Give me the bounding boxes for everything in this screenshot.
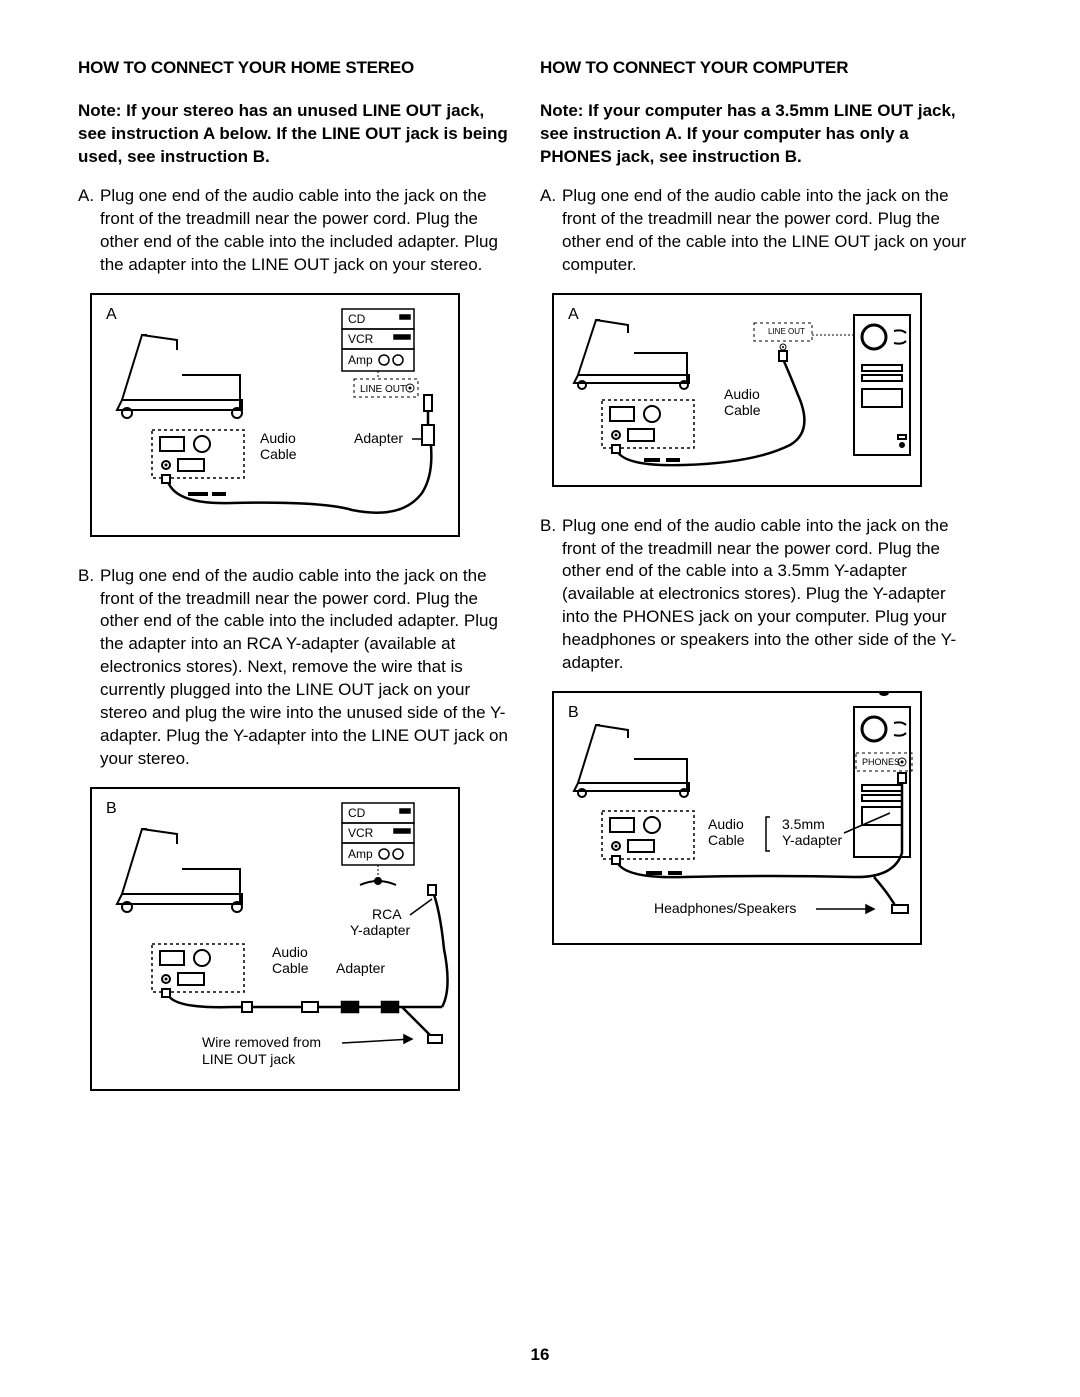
item-letter: A.	[540, 185, 562, 277]
svg-text:LINE OUT: LINE OUT	[768, 327, 805, 336]
arrow-icon	[816, 905, 874, 913]
svg-text:Amp: Amp	[348, 353, 373, 367]
left-heading: HOW TO CONNECT YOUR HOME STEREO	[78, 58, 510, 78]
svg-text:Cable: Cable	[724, 402, 761, 418]
stereo-stack-icon: CD VCR Amp	[342, 803, 414, 865]
treadmill-icon	[574, 725, 689, 797]
right-figure-a: A	[552, 293, 922, 487]
manual-page: HOW TO CONNECT YOUR HOME STEREO Note: If…	[0, 0, 1080, 1397]
right-heading: HOW TO CONNECT YOUR COMPUTER	[540, 58, 972, 78]
wire-removed-label: Wire removed from	[202, 1034, 321, 1050]
audio-cable-label: Audio	[272, 944, 308, 960]
computer-tower-icon	[854, 315, 910, 455]
item-letter: B.	[78, 565, 100, 771]
right-item-b: B. Plug one end of the audio cable into …	[540, 515, 972, 676]
adapter-label: Adapter	[336, 960, 385, 976]
left-column: HOW TO CONNECT YOUR HOME STEREO Note: If…	[78, 58, 510, 1119]
stereo-stack-icon: CD VCR Amp	[342, 309, 414, 371]
phones-box: PHONES	[856, 753, 912, 771]
right-note: Note: If your computer has a 3.5mm LINE …	[540, 100, 972, 169]
figure-label: A	[106, 306, 117, 323]
left-figure-b: B	[90, 787, 460, 1091]
left-figure-a: A	[90, 293, 460, 537]
svg-text:Cable: Cable	[708, 832, 745, 848]
left-note: Note: If your stereo has an unused LINE …	[78, 100, 510, 169]
audio-cable-label: Audio	[724, 386, 760, 402]
svg-text:VCR: VCR	[348, 826, 374, 840]
svg-text:CD: CD	[348, 312, 366, 326]
svg-text:Amp: Amp	[348, 847, 373, 861]
page-number: 16	[0, 1345, 1080, 1365]
line-out-box: LINE OUT	[754, 323, 854, 350]
svg-text:Y-adapter: Y-adapter	[350, 922, 411, 938]
item-text: Plug one end of the audio cable into the…	[100, 565, 510, 771]
adapter-label: Adapter	[354, 430, 403, 446]
svg-text:Cable: Cable	[260, 446, 297, 462]
figure-label: B	[568, 704, 579, 721]
svg-text:Cable: Cable	[272, 960, 309, 976]
right-figure-b: B	[552, 691, 922, 945]
line-out-box: LINE OUT	[354, 371, 418, 397]
left-item-b: B. Plug one end of the audio cable into …	[78, 565, 510, 771]
figure-label: B	[106, 800, 117, 817]
item-text: Plug one end of the audio cable into the…	[562, 185, 972, 277]
two-column-layout: HOW TO CONNECT YOUR HOME STEREO Note: If…	[78, 58, 1002, 1119]
headphones-label: Headphones/Speakers	[654, 900, 796, 916]
audio-cable-label: Audio	[260, 430, 296, 446]
figure-label: A	[568, 306, 579, 323]
treadmill-icon	[117, 829, 242, 912]
svg-text:LINE OUT jack: LINE OUT jack	[202, 1051, 296, 1067]
item-text: Plug one end of the audio cable into the…	[100, 185, 510, 277]
svg-text:Y-adapter: Y-adapter	[782, 832, 843, 848]
svg-text:CD: CD	[348, 806, 366, 820]
treadmill-panel-icon	[152, 430, 244, 478]
treadmill-panel-icon	[152, 944, 244, 992]
arrow-icon	[342, 1035, 412, 1043]
right-item-a: A. Plug one end of the audio cable into …	[540, 185, 972, 277]
audio-cable-label: Audio	[708, 816, 744, 832]
svg-text:VCR: VCR	[348, 332, 374, 346]
treadmill-panel-icon	[602, 811, 694, 859]
yadapter-label: 3.5mm	[782, 816, 825, 832]
item-letter: B.	[540, 515, 562, 676]
treadmill-panel-icon	[602, 400, 694, 448]
cable-icon	[162, 395, 434, 513]
treadmill-icon	[574, 320, 689, 389]
item-letter: A.	[78, 185, 100, 277]
right-column: HOW TO CONNECT YOUR COMPUTER Note: If yo…	[540, 58, 972, 1119]
item-text: Plug one end of the audio cable into the…	[562, 515, 972, 676]
adapter-icon	[360, 878, 396, 885]
svg-text:PHONES: PHONES	[862, 757, 900, 767]
treadmill-icon	[117, 335, 242, 418]
left-item-a: A. Plug one end of the audio cable into …	[78, 185, 510, 277]
rca-label: RCA	[372, 906, 402, 922]
svg-text:LINE OUT: LINE OUT	[360, 384, 406, 395]
